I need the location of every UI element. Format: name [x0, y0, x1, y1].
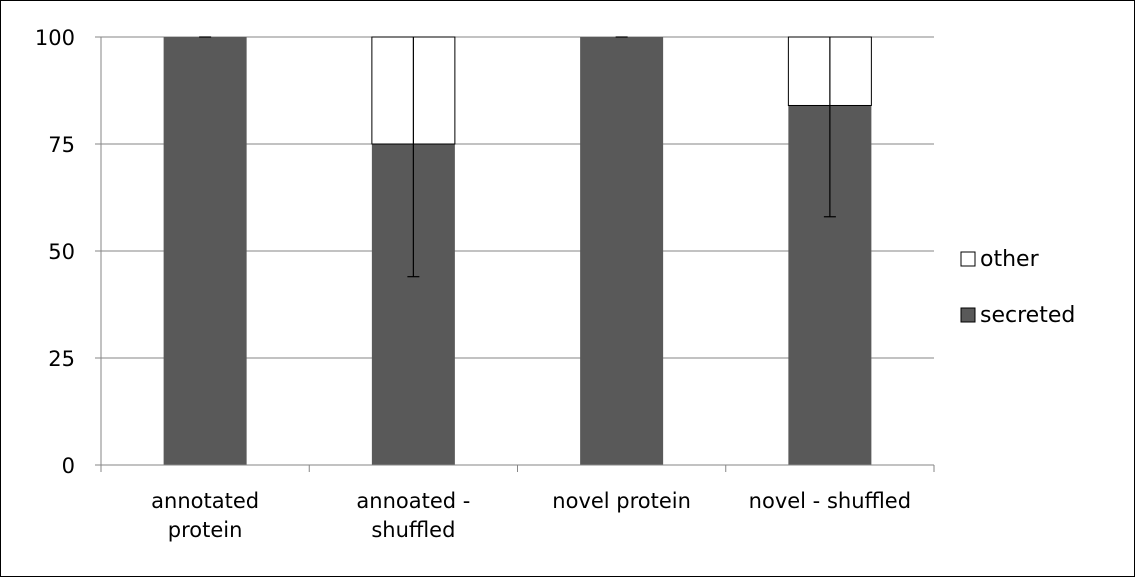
x-tick-label: protein [168, 518, 243, 542]
error-bars [199, 36, 872, 278]
x-tick-label: novel protein [552, 489, 691, 513]
legend-label-secreted: secreted [980, 303, 1075, 328]
x-tick-label: annoated - [356, 489, 470, 513]
y-tick-label: 100 [35, 26, 75, 50]
x-tick-label: annotated [151, 489, 259, 513]
y-tick-label: 0 [62, 454, 75, 478]
x-tick-labels: annotated protein annoated - shuffled novel … [151, 489, 911, 542]
legend-label-other: other [980, 247, 1040, 272]
y-tick-label: 25 [48, 347, 75, 371]
legend-swatch-other [960, 251, 976, 267]
legend: other secreted [960, 247, 1075, 328]
y-tick-label: 50 [48, 240, 75, 264]
y-tick-labels: 0 25 50 75 100 [35, 26, 75, 478]
y-tick-label: 75 [48, 133, 75, 157]
axes [95, 36, 935, 472]
bar-secreted [580, 37, 664, 465]
x-tick-label: novel - shuffled [749, 489, 911, 513]
legend-swatch-secreted [960, 307, 976, 323]
bar-secreted [163, 37, 247, 465]
x-tick-label: shuffled [371, 518, 455, 542]
